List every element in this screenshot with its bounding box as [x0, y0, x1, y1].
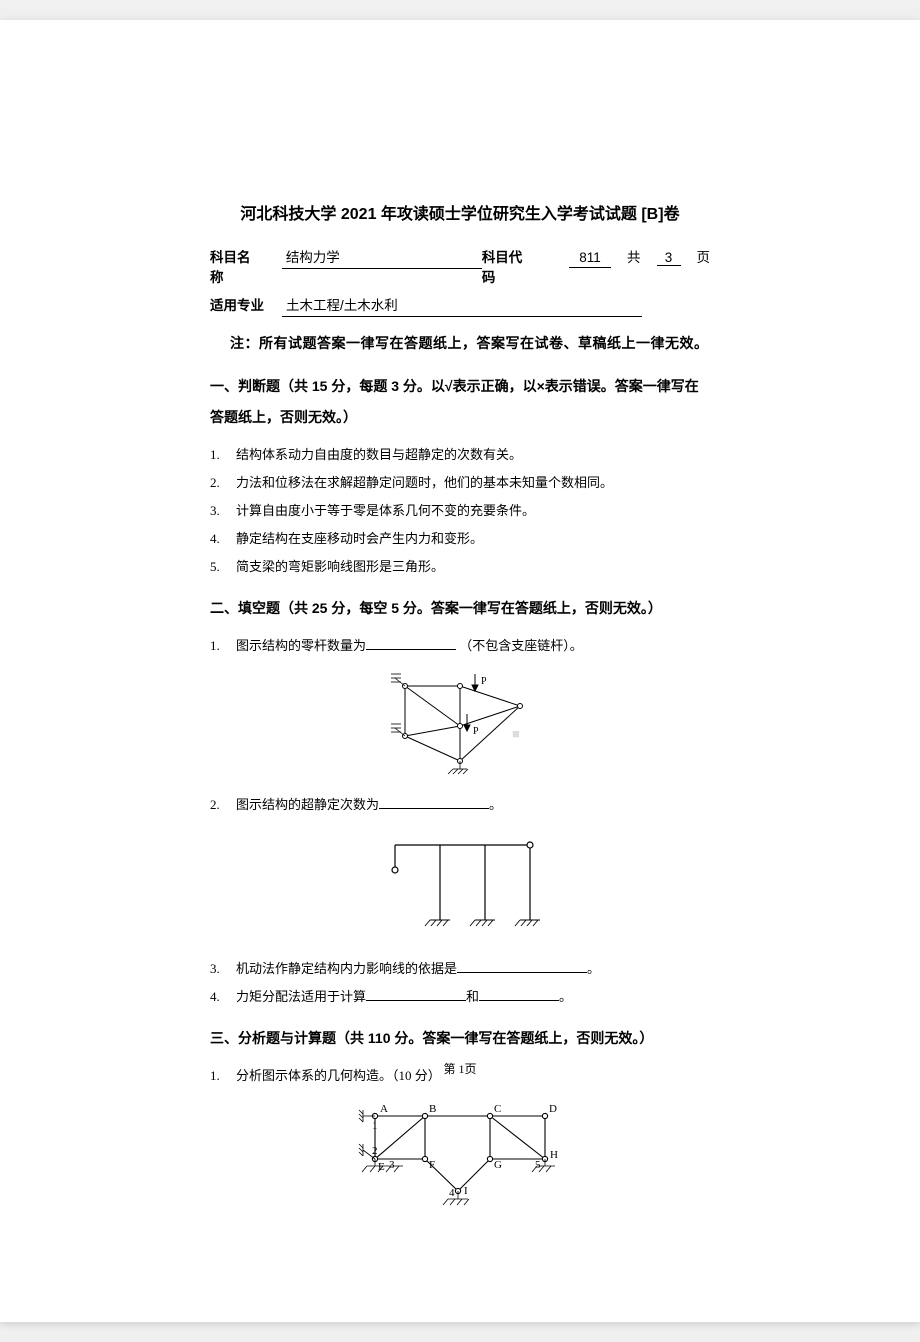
s2-q3: 3. 机动法作静定结构内力影响线的依据是 。 — [210, 957, 710, 981]
support-label: 2 — [372, 1145, 378, 1157]
s1-q3: 3. 计算自由度小于等于零是体系几何不变的充要条件。 — [210, 499, 710, 523]
blank-field — [479, 988, 559, 1001]
q-text: 力矩分配法适用于计算 和 。 — [236, 985, 710, 1009]
s2-q1: 1. 图示结构的零杆数量为 （不包含支座链杆）。 — [210, 634, 710, 658]
q3-post: 。 — [587, 961, 600, 976]
node-label: H — [550, 1149, 558, 1161]
section-2-title: 二、填空题（共 25 分，每空 5 分。答案一律写在答题纸上，否则无效。） — [210, 593, 710, 624]
s1-q1: 1. 结构体系动力自由度的数目与超静定的次数有关。 — [210, 443, 710, 467]
q-text: 计算自由度小于等于零是体系几何不变的充要条件。 — [236, 499, 710, 523]
node-label: I — [464, 1185, 468, 1197]
q-number: 2. — [210, 793, 236, 817]
q-number: 1. — [210, 443, 236, 467]
s1-q4: 4. 静定结构在支座移动时会产生内力和变形。 — [210, 527, 710, 551]
q-number: 4. — [210, 985, 236, 1009]
q4-mid: 和 — [466, 989, 479, 1004]
truss-diagram-icon: P P — [385, 666, 535, 776]
support-label: 3 — [389, 1159, 395, 1171]
support-label: 1 — [372, 1120, 378, 1132]
notice-text: 注：所有试题答案一律写在答题纸上，答案写在试卷、草稿纸上一律无效。 — [230, 333, 710, 353]
page-label-a: 共 — [627, 246, 641, 266]
node-label: C — [494, 1103, 501, 1115]
q-text: 简支梁的弯矩影响线图形是三角形。 — [236, 555, 710, 579]
q-text: 机动法作静定结构内力影响线的依据是 。 — [236, 957, 710, 981]
document-page: 河北科技大学 2021 年攻读硕士学位研究生入学考试试题 [B]卷 科目名称 结… — [0, 20, 920, 1322]
section-3-title: 三、分析题与计算题（共 110 分。答案一律写在答题纸上，否则无效。） — [210, 1023, 710, 1054]
code-value: 811 — [569, 250, 611, 268]
q1-post: （不包含支座链杆）。 — [459, 638, 583, 653]
blank-field — [379, 796, 489, 809]
s1-q2: 2. 力法和位移法在求解超静定问题时，他们的基本未知量个数相同。 — [210, 471, 710, 495]
page-count: 3 — [657, 250, 681, 266]
meta-row-subject: 科目名称 结构力学 科目代码 811 共 3 页 — [210, 246, 710, 286]
q-text: 图示结构的超静定次数为。 ■ — [236, 793, 710, 817]
blank-field — [366, 637, 456, 650]
node-label: A — [380, 1103, 388, 1115]
subject-value: 结构力学 — [282, 246, 482, 269]
page-label-b: 页 — [697, 246, 711, 266]
q1-pre: 图示结构的零杆数量为 — [236, 638, 366, 653]
meta-row-major: 适用专业 土木工程/土木水利 — [210, 294, 710, 317]
q-number: 1. — [210, 634, 236, 658]
frame-diagram-icon — [375, 825, 545, 940]
node-label: G — [494, 1159, 502, 1171]
figure-1: P P — [210, 666, 710, 781]
support-label: 4 — [449, 1187, 455, 1199]
section-1-title: 一、判断题（共 15 分，每题 3 分。以√表示正确，以×表示错误。答案一律写在… — [210, 371, 710, 433]
support-label: 5 — [535, 1159, 541, 1171]
major-label: 适用专业 — [210, 294, 264, 314]
load-label: P — [473, 726, 479, 737]
node-label: E — [378, 1161, 385, 1173]
s2-q2: 2. 图示结构的超静定次数为。 ■ — [210, 793, 710, 817]
figure-3: A B C D E F G H I 1 2 3 4 5 — [210, 1096, 710, 1221]
major-value: 土木工程/土木水利 — [282, 294, 642, 317]
node-label: B — [429, 1103, 436, 1115]
q-number: 2. — [210, 471, 236, 495]
s2-q4: 4. 力矩分配法适用于计算 和 。 — [210, 985, 710, 1009]
s1-q5: 5. 简支梁的弯矩影响线图形是三角形。 — [210, 555, 710, 579]
q2-pre: 图示结构的超静定次数为 — [236, 797, 379, 812]
q-text: 结构体系动力自由度的数目与超静定的次数有关。 — [236, 443, 710, 467]
q-number: 3. — [210, 499, 236, 523]
q-number: 5. — [210, 555, 236, 579]
q-text: 静定结构在支座移动时会产生内力和变形。 — [236, 527, 710, 551]
page-footer: 第 1页 — [0, 1060, 920, 1077]
page-title: 河北科技大学 2021 年攻读硕士学位研究生入学考试试题 [B]卷 — [210, 200, 710, 224]
meta-right: 科目代码 811 共 3 页 — [482, 246, 710, 286]
q4-pre: 力矩分配法适用于计算 — [236, 989, 366, 1004]
q-number: 4. — [210, 527, 236, 551]
q-number: 3. — [210, 957, 236, 981]
q2-post: 。 — [489, 797, 502, 812]
q4-post: 。 — [559, 989, 572, 1004]
subject-label: 科目名称 — [210, 246, 264, 286]
figure-2 — [210, 825, 710, 945]
q-text: 力法和位移法在求解超静定问题时，他们的基本未知量个数相同。 — [236, 471, 710, 495]
node-label: D — [549, 1103, 557, 1115]
load-label: P — [481, 676, 487, 687]
q-text: 图示结构的零杆数量为 （不包含支座链杆）。 — [236, 634, 710, 658]
node-label: F — [429, 1159, 435, 1171]
q3-pre: 机动法作静定结构内力影响线的依据是 — [236, 961, 457, 976]
code-label: 科目代码 — [482, 246, 535, 286]
geometry-diagram-icon: A B C D E F G H I 1 2 3 4 5 — [345, 1096, 575, 1216]
blank-field — [457, 960, 587, 973]
blank-field — [366, 988, 466, 1001]
